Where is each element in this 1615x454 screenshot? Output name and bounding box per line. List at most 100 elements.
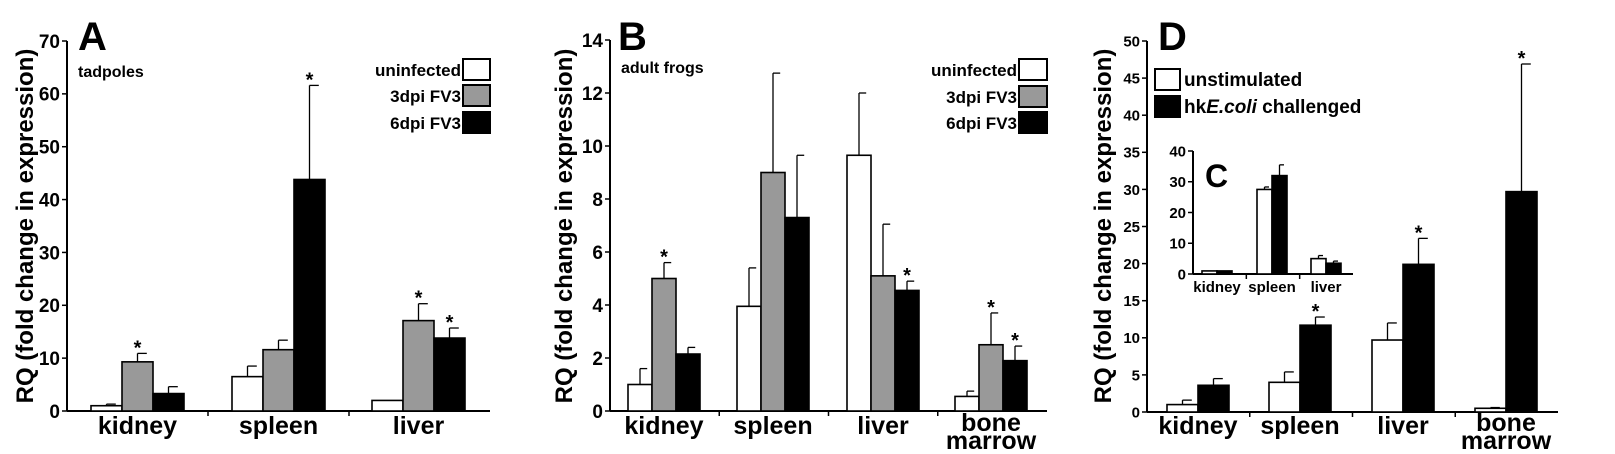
- y-tick-label: 30: [1123, 182, 1140, 199]
- significance-asterisk: *: [415, 288, 423, 310]
- y-tick-label: 15: [1123, 293, 1140, 310]
- y-tick-label: 0: [1178, 266, 1186, 283]
- y-tick-label: 10: [1123, 330, 1140, 347]
- y-tick-label: 25: [1123, 219, 1140, 236]
- bar-A-kidney-0: [90, 404, 123, 412]
- bar-A-kidney-2: [152, 392, 185, 412]
- bar-B-spleen-1: [760, 171, 786, 412]
- bar-D-spleen-1: [1299, 324, 1332, 413]
- category-label: liver: [1377, 412, 1429, 440]
- y-tick-label: 12: [582, 84, 603, 105]
- y-tick-label: 14: [582, 31, 604, 52]
- legend: unstimulated hkE.coli challenged: [1154, 68, 1361, 118]
- bar-D-liver-0: [1371, 339, 1404, 413]
- bar-A-liver-2: [433, 337, 466, 412]
- y-axis-label: RQ (fold change in expression): [1090, 49, 1117, 404]
- bar-D-spleen-0: [1268, 381, 1301, 413]
- significance-asterisk: *: [446, 312, 454, 334]
- y-tick-label: 0: [592, 402, 603, 423]
- y-tick-label: 70: [39, 32, 60, 53]
- legend-label: 6dpi FV3: [390, 114, 461, 133]
- y-tick-label: 50: [1123, 33, 1140, 50]
- y-tick-label: 0: [49, 402, 60, 423]
- legend-label: uninfected: [931, 61, 1017, 80]
- y-tick-label: 10: [582, 137, 603, 158]
- legend-label: 3dpi FV3: [946, 88, 1017, 107]
- panel-C: C 0 10 20 30 40 kidney spleen liver: [1169, 143, 1353, 296]
- significance-asterisk: *: [1518, 48, 1526, 70]
- category-label: kidney: [1158, 412, 1237, 440]
- panel-label: B: [618, 15, 647, 59]
- bar-B-spleen-2: [784, 216, 810, 412]
- bar-D-kidney-0: [1166, 403, 1199, 413]
- category-label: liver: [1311, 279, 1342, 296]
- legend-label: hkE.coli challenged: [1184, 97, 1361, 118]
- legend-swatch: [1018, 85, 1048, 108]
- y-tick-label: 40: [39, 190, 60, 211]
- category-label: spleen: [733, 412, 812, 440]
- category-label: spleen: [1248, 279, 1296, 296]
- y-axis-label: RQ (fold change in expression): [551, 49, 578, 404]
- legend: uninfected 3dpi FV3 6dpi FV3: [931, 58, 1048, 134]
- legend-swatch: [462, 58, 491, 81]
- bar-D-liver-1: [1402, 263, 1435, 413]
- significance-asterisk: *: [306, 69, 314, 91]
- y-tick-label: 4: [592, 296, 603, 317]
- significance-asterisk: *: [987, 297, 995, 319]
- bar-B-bone-marrow-1: [978, 343, 1004, 412]
- bar-B-liver-1: [870, 275, 896, 412]
- panel-label: C: [1205, 158, 1228, 194]
- category-label: spleen: [239, 412, 318, 440]
- bar-A-spleen-2: [293, 178, 326, 412]
- significance-asterisk: *: [1415, 222, 1423, 244]
- y-axis-label: RQ (fold change in expression): [12, 49, 39, 404]
- bar-B-liver-0: [846, 154, 872, 412]
- panel-subtitle: tadpoles: [78, 64, 144, 81]
- bar-A-liver-0: [371, 399, 404, 412]
- significance-asterisk: *: [1312, 301, 1320, 323]
- y-tick-label: 20: [1123, 256, 1140, 273]
- y-tick-label: 8: [592, 190, 603, 211]
- category-label: kidney: [624, 412, 703, 440]
- y-tick-label: 45: [1123, 71, 1140, 88]
- y-tick-label: 20: [1169, 205, 1186, 222]
- legend-swatch: [1154, 95, 1181, 118]
- significance-asterisk: *: [660, 247, 668, 269]
- y-tick-label: 35: [1123, 145, 1140, 162]
- significance-asterisk: *: [1011, 330, 1019, 352]
- bar-C-liver-0: [1310, 257, 1327, 275]
- bar-D-kidney-1: [1197, 384, 1230, 413]
- bar-C-kidney-0: [1201, 270, 1218, 275]
- legend-label: uninfected: [375, 61, 461, 80]
- y-tick-label: 5: [1132, 367, 1140, 384]
- category-label: liver: [857, 412, 909, 440]
- bar-B-bone-marrow-2: [1002, 359, 1028, 412]
- significance-asterisk: *: [903, 265, 911, 287]
- bar-B-kidney-1: [651, 277, 677, 412]
- legend-label: 3dpi FV3: [390, 87, 461, 106]
- y-tick-label: 2: [592, 349, 603, 370]
- legend-swatch: [1018, 58, 1048, 81]
- panel-D: D RQ (fold change in expression) 0 5 10 15 20 2…: [1090, 15, 1558, 454]
- bar-B-spleen-0: [736, 305, 762, 412]
- bar-C-liver-1: [1325, 262, 1342, 275]
- category-label: kidney: [1193, 279, 1241, 296]
- bar-D-bone-marrow-1: [1505, 190, 1538, 413]
- panel-label: D: [1158, 15, 1187, 59]
- panel-subtitle: adult frogs: [621, 60, 704, 77]
- y-tick-label: 0: [1132, 404, 1140, 421]
- legend: uninfected 3dpi FV3 6dpi FV3: [375, 58, 491, 134]
- y-tick-label: 40: [1123, 108, 1140, 125]
- legend-swatch: [462, 84, 491, 107]
- category-label: bone marrow: [1461, 409, 1552, 454]
- y-tick-label: 20: [39, 296, 60, 317]
- y-tick-label: 30: [39, 243, 60, 264]
- y-tick-label: 60: [39, 85, 60, 106]
- y-tick-label: 6: [592, 243, 603, 264]
- bar-B-kidney-0: [627, 383, 653, 412]
- bar-A-spleen-0: [231, 375, 264, 412]
- category-label: bone marrow: [946, 409, 1037, 454]
- bar-C-spleen-0: [1256, 188, 1273, 275]
